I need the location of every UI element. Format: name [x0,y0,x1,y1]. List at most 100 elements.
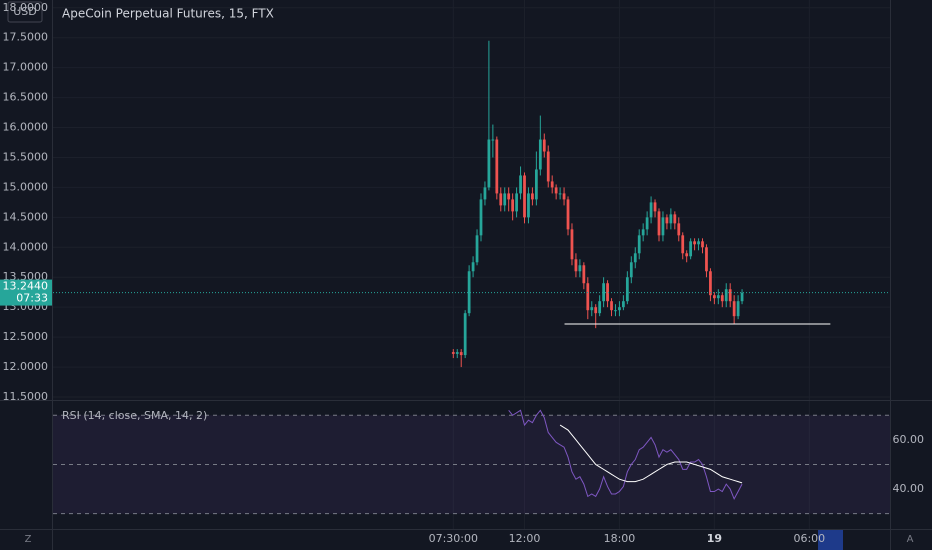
candle-body [677,223,681,236]
candle-body [641,229,645,236]
candle-body [736,301,740,317]
candle-body [578,265,582,272]
zoom-button-label: Z [25,534,32,545]
rsi-tick-label: 40.00 [893,482,925,495]
candle-body [724,289,728,302]
candle-body [610,301,613,311]
candle-body [523,175,526,218]
candle-body [546,151,550,182]
candle-body [558,193,562,195]
candle-body [594,307,598,314]
x-tick-label: 12:00 [509,532,541,545]
y-tick-label: 18.0000 [3,1,49,14]
plot [53,40,890,501]
last-price-label: 13.2440 [3,280,49,293]
candle-body [503,193,507,206]
candle-body [598,301,602,314]
candle-body [709,271,712,296]
candle-body [542,139,546,152]
candle-body [618,307,621,311]
x-tick-label: 19 [707,532,722,545]
currency-button[interactable] [7,1,43,23]
candle-body [487,139,491,188]
zoom-button[interactable] [18,530,38,548]
grid [53,0,890,529]
candle-body [728,289,732,302]
candle-body [531,193,534,200]
candle-body [649,202,653,218]
candle-body [499,193,503,206]
chart-title: ApeCoin Perpetual Futures, 15, FTX [62,7,274,21]
y-tick-label: 15.0000 [3,180,49,193]
candle-body [511,199,515,212]
time-axis-border [0,529,932,530]
candle-body [483,187,487,200]
y-tick-label: 16.0000 [3,121,49,134]
rsi-tick-label: 60.00 [893,433,925,446]
countdown-label: 07:33 [16,292,48,305]
candle-body [657,211,661,236]
candle-body [669,214,673,224]
candle-body [645,217,649,230]
candle-body [459,352,463,356]
candle-body [495,139,499,194]
candle-body [455,352,459,354]
candle-body [479,199,483,236]
y-tick-label: 15.5000 [3,150,49,163]
candle-body [554,187,558,194]
candle-body [622,301,625,308]
candle-body [570,229,574,260]
candle-body [550,181,554,188]
left-axis-border [52,0,53,550]
candle-body [701,241,704,248]
y-tick-label: 17.5000 [3,31,49,44]
candle-body [586,283,590,311]
candle-body [606,283,609,302]
x-tick-label: 18:00 [604,532,636,545]
candle-body [574,259,578,272]
candle-body [515,193,518,212]
rsi-line [508,409,743,501]
y-tick-label: 12.5000 [3,330,49,343]
candle-body [712,295,716,299]
candle-body [637,235,641,254]
candle-body [697,241,700,245]
candle-body [566,199,570,230]
candle-body [685,253,689,257]
currency: USD [13,5,37,18]
last-price-tag [0,279,52,306]
candle-body [705,247,708,272]
y-tick-label: 11.5000 [3,390,49,403]
candle-body [471,262,475,272]
y-tick-label: 17.0000 [3,61,49,74]
candle-body [689,241,693,257]
candle-body [463,313,467,356]
candle-body [740,292,744,302]
auto-scale-label: A [907,534,914,545]
candle-body [653,202,657,212]
candle-body [562,193,566,200]
right-axis-border [890,0,891,550]
pane-separator [0,400,932,401]
candle-body [681,235,685,254]
candle-body [625,277,629,302]
candle-body [475,235,479,263]
auto-scale-button[interactable] [900,530,920,548]
candle-body [716,295,720,299]
candle-body [582,265,586,284]
candle-body [451,352,455,354]
candle-body [467,271,471,314]
candle-body [633,253,637,263]
candle-body [507,193,511,200]
candle-body [602,283,606,302]
candle-body [527,193,530,218]
candle-body [614,310,617,312]
candle-body [538,139,542,170]
candle-body [673,214,677,224]
x-tick-label: 06:00 [793,532,825,545]
rsi-title: RSI (14, close, SMA, 14, 2) [62,409,207,422]
candle-body [491,139,495,141]
time-range-highlight [818,530,843,550]
